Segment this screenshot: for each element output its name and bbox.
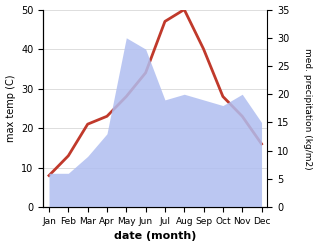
Y-axis label: max temp (C): max temp (C) xyxy=(5,75,16,142)
Y-axis label: med. precipitation (kg/m2): med. precipitation (kg/m2) xyxy=(303,48,313,169)
X-axis label: date (month): date (month) xyxy=(114,231,197,242)
